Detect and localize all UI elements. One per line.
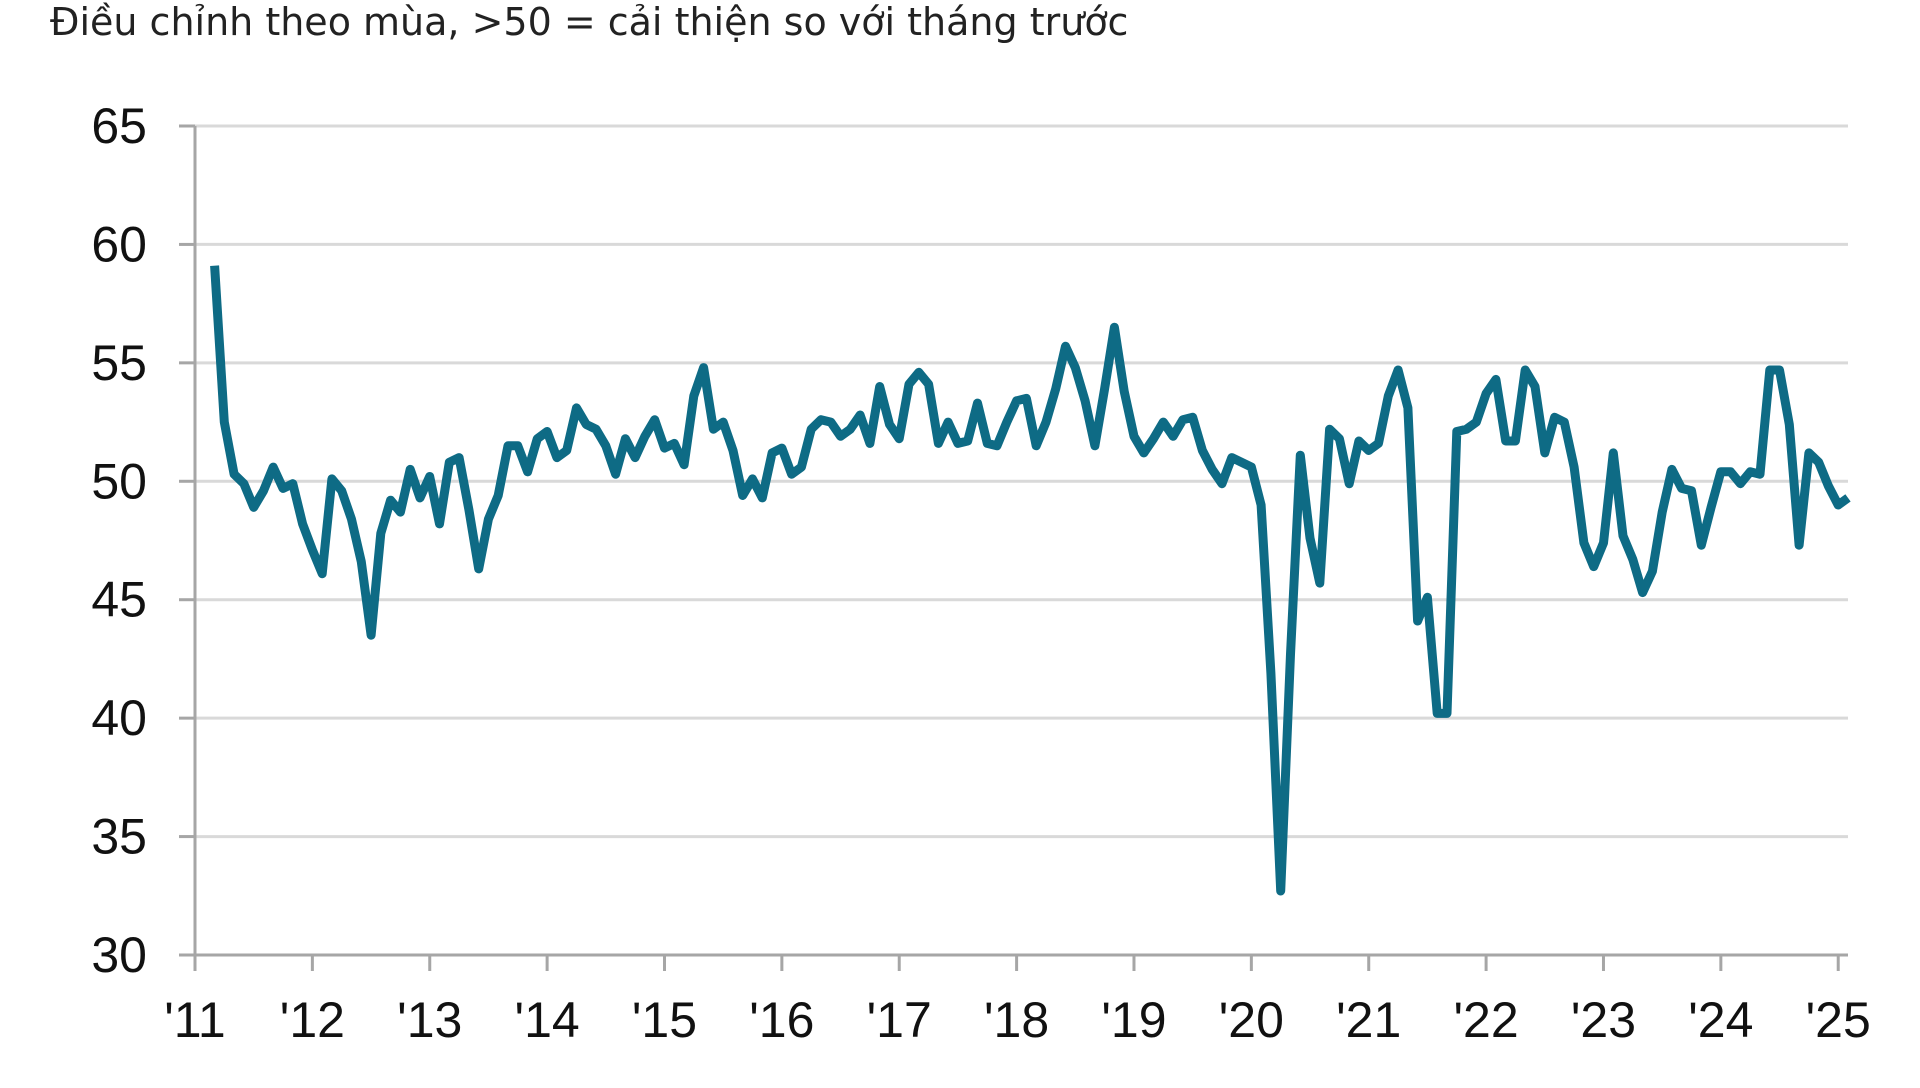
axes [179,124,1848,971]
x-tick-label: '14 [515,992,580,1048]
y-tick-label: 60 [91,216,147,272]
x-tick-label: '11 [164,992,225,1048]
y-tick-label: 35 [91,809,147,865]
y-tick-label: 55 [91,335,147,391]
x-tick-label: '13 [397,992,462,1048]
series-group [210,265,1851,896]
x-tick-label: '17 [867,992,932,1048]
x-tick-label: '20 [1219,992,1284,1048]
chart-subtitle: Điều chỉnh theo mùa, >50 = cải thiện so … [50,0,1129,44]
x-tick-labels: '11 '12 '13 '14 '15 '16 '17 '18 '19 '20 '21 '22 '23 '… [164,992,1871,1048]
y-tick-label: 65 [91,98,147,154]
x-tick-label: '25 [1806,992,1871,1048]
gridlines [195,124,1848,839]
y-tick-label: 40 [91,690,147,746]
y-tick-label: 30 [91,927,147,983]
x-tick-label: '23 [1571,992,1636,1048]
y-tick-label: 50 [91,453,147,509]
x-tick-label: '21 [1336,992,1401,1048]
x-tick-label: '19 [1101,992,1166,1048]
series-line-0 [210,265,1851,896]
x-tick-label: '18 [984,992,1049,1048]
x-tick-label: '16 [749,992,814,1048]
x-tick-label: '15 [632,992,697,1048]
x-tick-label: '22 [1454,992,1519,1048]
y-tick-labels: 30 35 40 45 50 55 60 65 [91,98,147,983]
y-tick-label: 45 [91,572,147,628]
x-tick-label: '12 [280,992,345,1048]
x-tick-label: '24 [1688,992,1753,1048]
